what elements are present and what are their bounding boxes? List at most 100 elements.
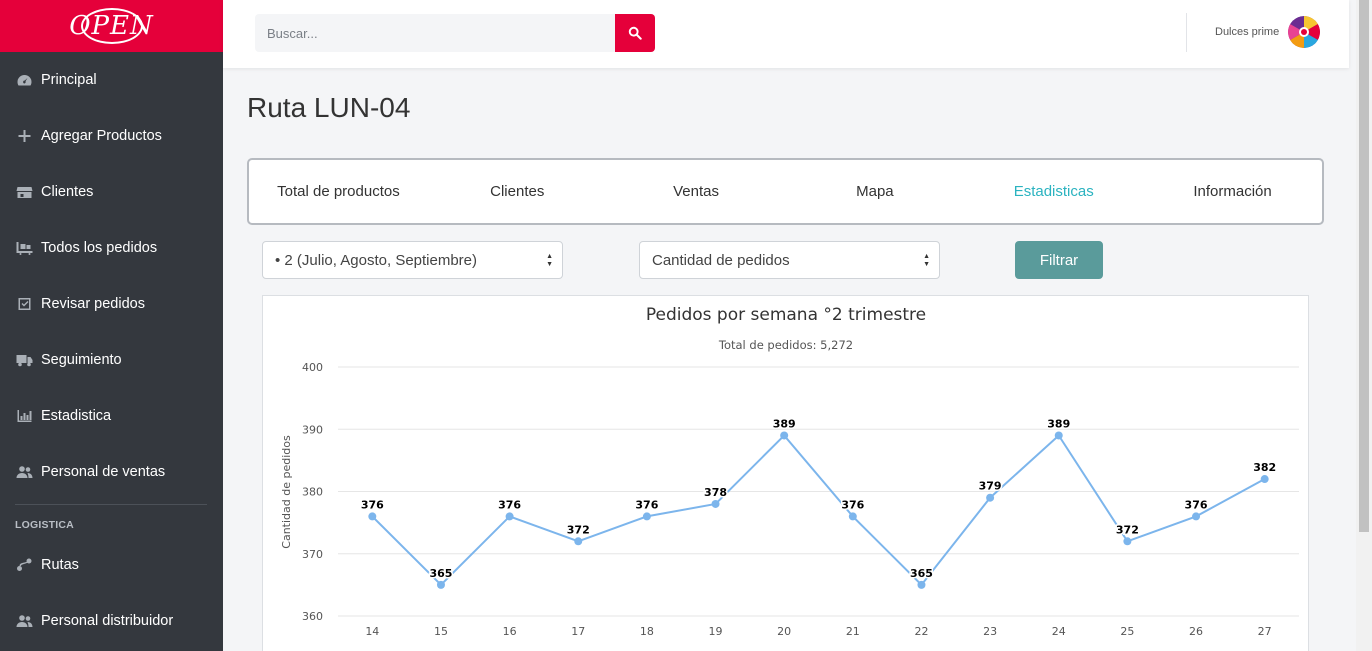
data-label: 365 (910, 567, 933, 580)
sidebar-item-label: Agregar Productos (41, 128, 162, 144)
user-menu[interactable]: Dulces prime (1215, 16, 1321, 48)
sidebar-item-agregar-productos[interactable]: Agregar Productos (0, 108, 223, 164)
data-point (917, 580, 926, 589)
user-name: Dulces prime (1215, 26, 1280, 38)
tab-bar: Total de productos Clientes Ventas Mapa … (247, 158, 1324, 225)
period-select[interactable]: • 2 (Julio, Agosto, Septiembre) ▲ ▼ (262, 241, 563, 279)
sidebar-item-todos-pedidos[interactable]: Todos los pedidos (0, 220, 223, 276)
x-tick-label: 19 (709, 625, 723, 638)
metric-select-value: Cantidad de pedidos (652, 251, 790, 269)
data-label: 389 (1047, 417, 1070, 430)
sidebar-divider (15, 504, 207, 505)
data-point (505, 512, 514, 521)
sidebar-item-label: Estadistica (41, 408, 112, 424)
x-axis-ticks: 14 15 16 17 18 19 20 21 22 23 24 25 26 27 (365, 625, 1271, 638)
data-point (780, 431, 789, 440)
data-point (1054, 431, 1063, 440)
x-tick-label: 17 (571, 625, 585, 638)
sidebar-item-revisar-pedidos[interactable]: Revisar pedidos (0, 276, 223, 332)
y-tick-label: 360 (302, 610, 323, 623)
sidebar-item-estadistica[interactable]: Estadistica (0, 388, 223, 444)
data-point (368, 512, 377, 521)
y-axis-ticks: 400 390 380 370 360 (302, 361, 323, 623)
store-icon (15, 185, 33, 199)
data-label: 376 (841, 498, 864, 511)
brand-header: OPEN (0, 0, 223, 52)
x-tick-label: 20 (777, 625, 791, 638)
check-square-icon (15, 297, 33, 311)
x-tick-label: 23 (983, 625, 997, 638)
search-input[interactable] (255, 14, 615, 52)
sidebar-item-label: Revisar pedidos (41, 296, 145, 312)
scrollbar-thumb[interactable] (1359, 0, 1369, 532)
truck-loading-icon (15, 241, 33, 255)
x-tick-label: 14 (365, 625, 379, 638)
tab-mapa[interactable]: Mapa (856, 183, 894, 200)
x-tick-label: 26 (1189, 625, 1203, 638)
x-tick-label: 18 (640, 625, 654, 638)
tab-ventas[interactable]: Ventas (673, 183, 719, 200)
sidebar-item-seguimiento[interactable]: Seguimiento (0, 332, 223, 388)
sidebar-item-personal-ventas[interactable]: Personal de ventas (0, 444, 223, 500)
chart-grid (338, 366, 1299, 617)
data-point (986, 493, 995, 502)
sidebar-item-label: Todos los pedidos (41, 240, 158, 256)
data-point (574, 537, 583, 546)
filter-bar: • 2 (Julio, Agosto, Septiembre) ▲ ▼ Canti… (262, 241, 1312, 279)
series-line (371, 433, 1266, 587)
data-label: 379 (979, 480, 1002, 493)
page-title: Ruta LUN-04 (247, 92, 411, 123)
plus-icon (15, 129, 33, 143)
dashboard-icon (15, 73, 33, 87)
data-point (1123, 537, 1132, 546)
data-label: 389 (773, 417, 796, 430)
metric-select[interactable]: Cantidad de pedidos ▲ ▼ (639, 241, 940, 279)
data-label: 376 (635, 498, 658, 511)
data-point (1192, 512, 1201, 521)
select-arrows-icon: ▲ ▼ (923, 253, 930, 268)
select-arrows-icon: ▲ ▼ (546, 253, 553, 268)
series-line-path (371, 433, 1266, 587)
data-label: 372 (567, 523, 590, 536)
tab-total-productos[interactable]: Total de productos (277, 183, 400, 200)
sidebar-item-label: Clientes (41, 184, 94, 200)
data-label: 376 (498, 498, 521, 511)
tab-estadisticas[interactable]: Estadisticas (1013, 183, 1094, 200)
chart-card: Pedidos por semana °2 trimestre Total de… (262, 295, 1309, 651)
data-label: 376 (361, 498, 384, 511)
sidebar-item-rutas[interactable]: Rutas (0, 537, 223, 593)
data-label: 378 (704, 486, 727, 499)
tab-clientes[interactable]: Clientes (490, 183, 545, 200)
data-point (436, 580, 445, 589)
page-scrollbar[interactable] (1356, 0, 1372, 651)
y-tick-label: 370 (302, 548, 323, 561)
topbar-divider (1186, 13, 1187, 52)
sidebar-nav: Principal Agregar Productos Clientes Tod… (0, 52, 223, 500)
route-icon (15, 558, 33, 572)
data-point (711, 499, 720, 508)
filter-button[interactable]: Filtrar (1015, 241, 1103, 279)
users-icon (15, 465, 33, 479)
search-button[interactable] (615, 14, 655, 52)
tab-informacion[interactable]: Información (1193, 183, 1272, 200)
brand-logo[interactable]: OPEN (69, 8, 153, 44)
sidebar-item-label: Personal distribuidor (41, 613, 174, 629)
avatar[interactable] (1288, 16, 1321, 48)
sidebar-item-principal[interactable]: Principal (0, 52, 223, 108)
sidebar-item-personal-distribuidor[interactable]: Personal distribuidor (0, 593, 223, 649)
sidebar-item-clientes[interactable]: Clientes (0, 164, 223, 220)
x-tick-label: 15 (434, 625, 448, 638)
series-points (368, 431, 1269, 589)
x-tick-label: 24 (1052, 625, 1066, 638)
data-label: 382 (1253, 461, 1276, 474)
data-label: 376 (1185, 498, 1208, 511)
data-point (1260, 475, 1269, 484)
y-tick-label: 400 (302, 361, 323, 374)
x-tick-label: 25 (1120, 625, 1134, 638)
y-axis-label: Cantidad de pedidos (280, 435, 293, 549)
search-icon (628, 26, 642, 40)
y-tick-label: 390 (302, 423, 323, 436)
data-label: 365 (429, 567, 452, 580)
delivery-truck-icon (15, 353, 33, 367)
line-chart: Pedidos por semana °2 trimestre Total de… (280, 305, 1299, 638)
